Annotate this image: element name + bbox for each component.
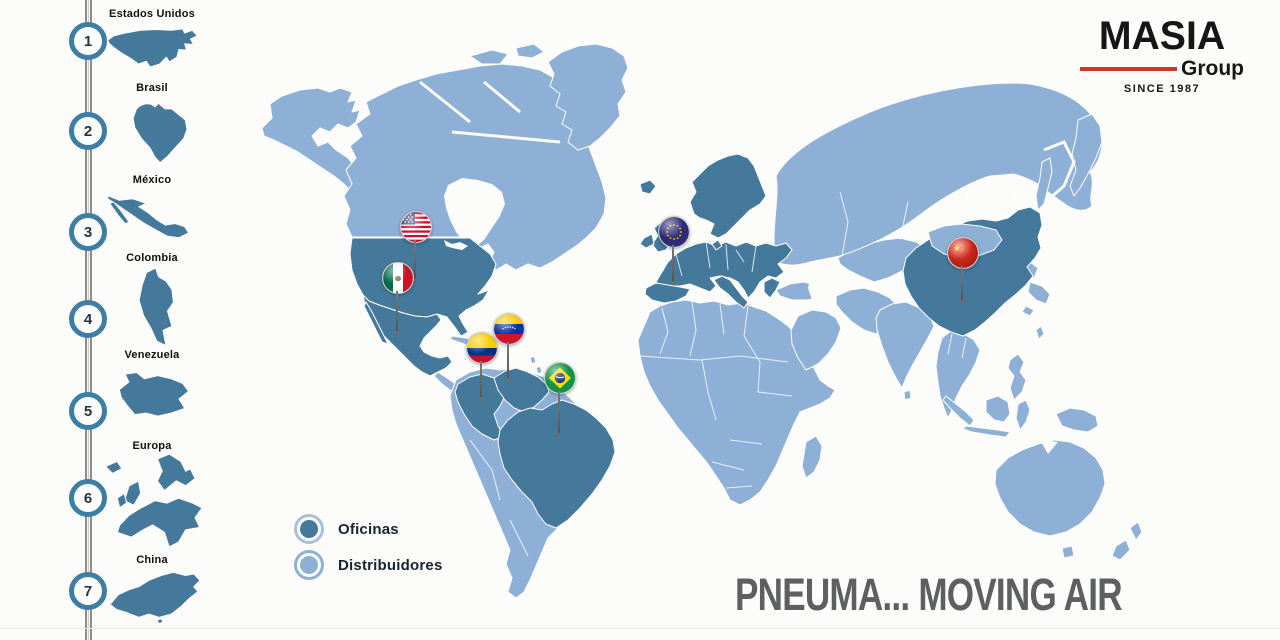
- map-region-ireland: [639, 233, 655, 249]
- map-region-taiwan: [1035, 325, 1045, 340]
- sidebar-label-china: China: [136, 554, 168, 566]
- sidebar-label-mexico: México: [132, 174, 172, 186]
- pin-usa: [400, 211, 432, 282]
- map-region-brazil: [497, 399, 616, 529]
- number-label: 2: [83, 122, 93, 140]
- map-region-balkans: [763, 277, 781, 299]
- legend-distributors-label: Distribuidores: [338, 556, 443, 574]
- pin-mexico: [382, 262, 414, 335]
- brazil-silhouette-icon: [113, 96, 197, 170]
- number-label: 3: [83, 223, 93, 241]
- china-silhouette-icon: [104, 566, 206, 630]
- map-region-alaska: [261, 87, 367, 201]
- legend-offices: Oficinas: [294, 514, 399, 544]
- map-region-india: [875, 301, 935, 401]
- map-region-new-zealand: [1111, 521, 1143, 561]
- legend-distributors: Distribuidores: [294, 550, 442, 580]
- pin-brazil: [544, 362, 576, 437]
- logo-subtitle: Group: [1181, 57, 1244, 80]
- sidebar-number-2: 2: [69, 112, 107, 150]
- bottom-divider: [0, 628, 1280, 629]
- sidebar-label-europa: Europa: [132, 440, 172, 452]
- map-region-mexico: [362, 294, 453, 377]
- number-label: 4: [83, 310, 93, 328]
- sidebar-number-6: 6: [69, 479, 107, 517]
- colombia-flag-icon: [466, 332, 498, 364]
- number-label: 1: [83, 32, 93, 50]
- sidebar-label-usa: Estados Unidos: [109, 8, 195, 20]
- usa-silhouette-icon: [104, 22, 200, 78]
- company-logo: MASIA Group SINCE 1987: [1080, 16, 1244, 95]
- europe-silhouette-icon: [96, 453, 214, 552]
- sidebar-number-1: 1: [69, 22, 107, 60]
- map-region-scandinavia: [689, 153, 767, 239]
- map-region-arabia: [790, 309, 842, 371]
- sidebar-label-brasil: Brasil: [136, 82, 168, 94]
- map-region-iberia: [644, 282, 691, 304]
- venezuela-silhouette-icon: [104, 368, 200, 430]
- map-region-indochina: [935, 329, 981, 419]
- distributors-dot-icon: [300, 556, 318, 574]
- brazil-flag-icon: [544, 362, 576, 394]
- map-region-arctic-islands: [469, 43, 545, 65]
- china-flag-icon: [947, 237, 979, 269]
- tagline: PNEUMA... MOVING AIR: [735, 569, 1123, 620]
- sidebar-number-5: 5: [69, 392, 107, 430]
- sidebar-number-4: 4: [69, 300, 107, 338]
- map-region-africa: [637, 299, 836, 506]
- pin-venezuela: [493, 313, 525, 382]
- pin-europe: [658, 216, 690, 285]
- sidebar-number-3: 3: [69, 213, 107, 251]
- map-region-kamchatka: [1069, 113, 1103, 197]
- sidebar-label-venezuela: Venezuela: [124, 349, 180, 361]
- map-region-madagascar: [801, 435, 823, 479]
- map-region-colombia: [454, 373, 506, 441]
- pin-china: [947, 237, 979, 304]
- map-region-denmark: [711, 239, 723, 251]
- map-region-baja: [363, 301, 389, 345]
- pin-colombia: [466, 332, 498, 401]
- venezuela-flag-icon: [493, 313, 525, 345]
- logo-row: Group: [1080, 58, 1244, 79]
- map-region-indonesia: [942, 395, 1099, 438]
- number-label: 7: [83, 582, 93, 600]
- map-region-sakhalin: [1035, 157, 1053, 211]
- mexico-silhouette-icon: [104, 188, 200, 250]
- map-region-italy: [713, 275, 749, 309]
- sidebar-number-7: 7: [69, 572, 107, 610]
- logo-since: SINCE 1987: [1123, 83, 1201, 95]
- offices-dot-icon: [300, 520, 318, 538]
- logo-title: MASIA: [1098, 14, 1226, 58]
- map-region-australia: [994, 439, 1106, 537]
- map-region-russia: [773, 82, 1103, 266]
- map-region-philippines: [1007, 353, 1027, 401]
- map-region-greenland: [547, 43, 629, 151]
- sidebar-label-colombia: Colombia: [126, 252, 178, 264]
- number-label: 6: [83, 489, 93, 507]
- colombia-silhouette-icon: [120, 266, 194, 352]
- usa-flag-icon: [400, 211, 432, 243]
- legend-offices-label: Oficinas: [338, 520, 399, 538]
- number-label: 5: [83, 402, 93, 420]
- logo-red-line: [1080, 66, 1177, 71]
- map-region-iceland: [639, 179, 657, 195]
- eu-flag-icon: [658, 216, 690, 248]
- map-region-tasmania: [1061, 545, 1075, 559]
- mexico-flag-icon: [382, 262, 414, 294]
